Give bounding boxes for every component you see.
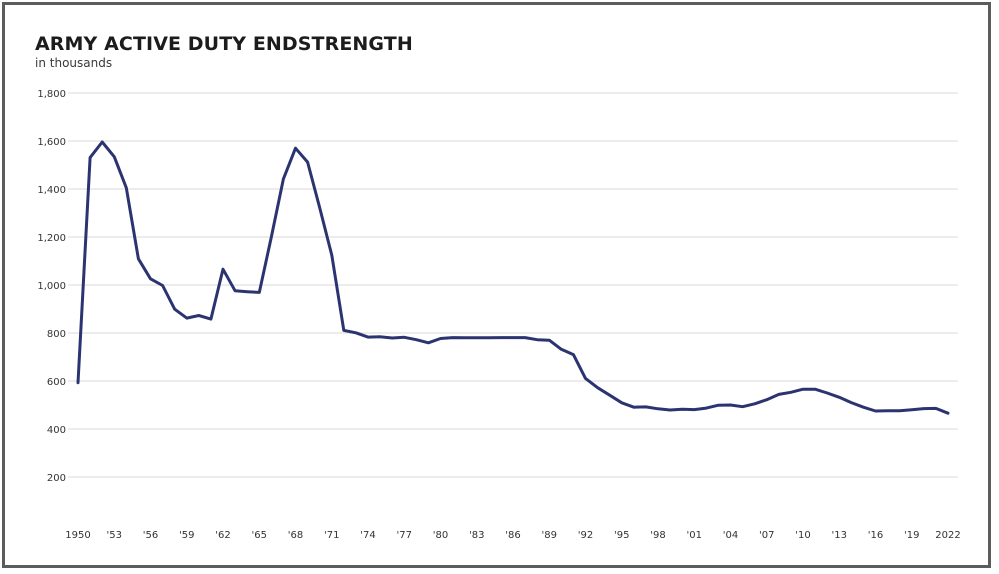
y-tick-label: 1,800 bbox=[37, 89, 66, 100]
gridlines bbox=[68, 92, 958, 478]
x-tick-label: '71 bbox=[324, 530, 339, 541]
y-tick-label: 1,600 bbox=[37, 137, 66, 148]
x-tick-label: '59 bbox=[179, 530, 194, 541]
x-tick-label: '01 bbox=[687, 530, 702, 541]
x-tick-label: '62 bbox=[215, 530, 230, 541]
x-tick-label: '89 bbox=[542, 530, 557, 541]
y-tick-label: 400 bbox=[47, 425, 66, 436]
x-tick-label: 1950 bbox=[65, 530, 90, 541]
y-tick-label: 200 bbox=[47, 473, 66, 484]
x-tick-label: '53 bbox=[107, 530, 122, 541]
y-tick-label: 1,200 bbox=[37, 233, 66, 244]
chart-subtitle: in thousands bbox=[35, 56, 113, 70]
y-tick-label: 600 bbox=[47, 377, 66, 388]
chart-title: ARMY ACTIVE DUTY ENDSTRENGTH bbox=[35, 33, 413, 55]
x-tick-label: '56 bbox=[143, 530, 158, 541]
x-axis-labels: 1950 '53 '56 '59 '62 '65 '68 '71 '74 '77 '80 '83 '86… bbox=[65, 530, 960, 541]
x-tick-label: 2022 bbox=[935, 530, 960, 541]
y-tick-label: 1,400 bbox=[37, 185, 66, 196]
data-series bbox=[76, 140, 950, 415]
y-axis-labels: 200 400 600 800 1,000 1,200 1,400 1,600 1,800 bbox=[37, 89, 66, 484]
x-tick-label: '95 bbox=[614, 530, 629, 541]
x-tick-label: '13 bbox=[832, 530, 847, 541]
x-tick-label: '65 bbox=[252, 530, 267, 541]
x-tick-label: '19 bbox=[904, 530, 919, 541]
x-tick-label: '04 bbox=[723, 530, 738, 541]
x-tick-label: '86 bbox=[505, 530, 520, 541]
x-tick-label: '10 bbox=[795, 530, 810, 541]
x-tick-label: '98 bbox=[650, 530, 665, 541]
y-tick-label: 800 bbox=[47, 329, 66, 340]
x-tick-label: '74 bbox=[360, 530, 375, 541]
endstrength-line bbox=[76, 140, 950, 415]
x-tick-label: '07 bbox=[759, 530, 774, 541]
x-tick-label: '83 bbox=[469, 530, 484, 541]
x-tick-label: '80 bbox=[433, 530, 448, 541]
x-tick-label: '68 bbox=[288, 530, 303, 541]
x-tick-label: '77 bbox=[397, 530, 412, 541]
x-tick-label: '92 bbox=[578, 530, 593, 541]
y-tick-label: 1,000 bbox=[37, 281, 66, 292]
x-tick-label: '16 bbox=[868, 530, 883, 541]
